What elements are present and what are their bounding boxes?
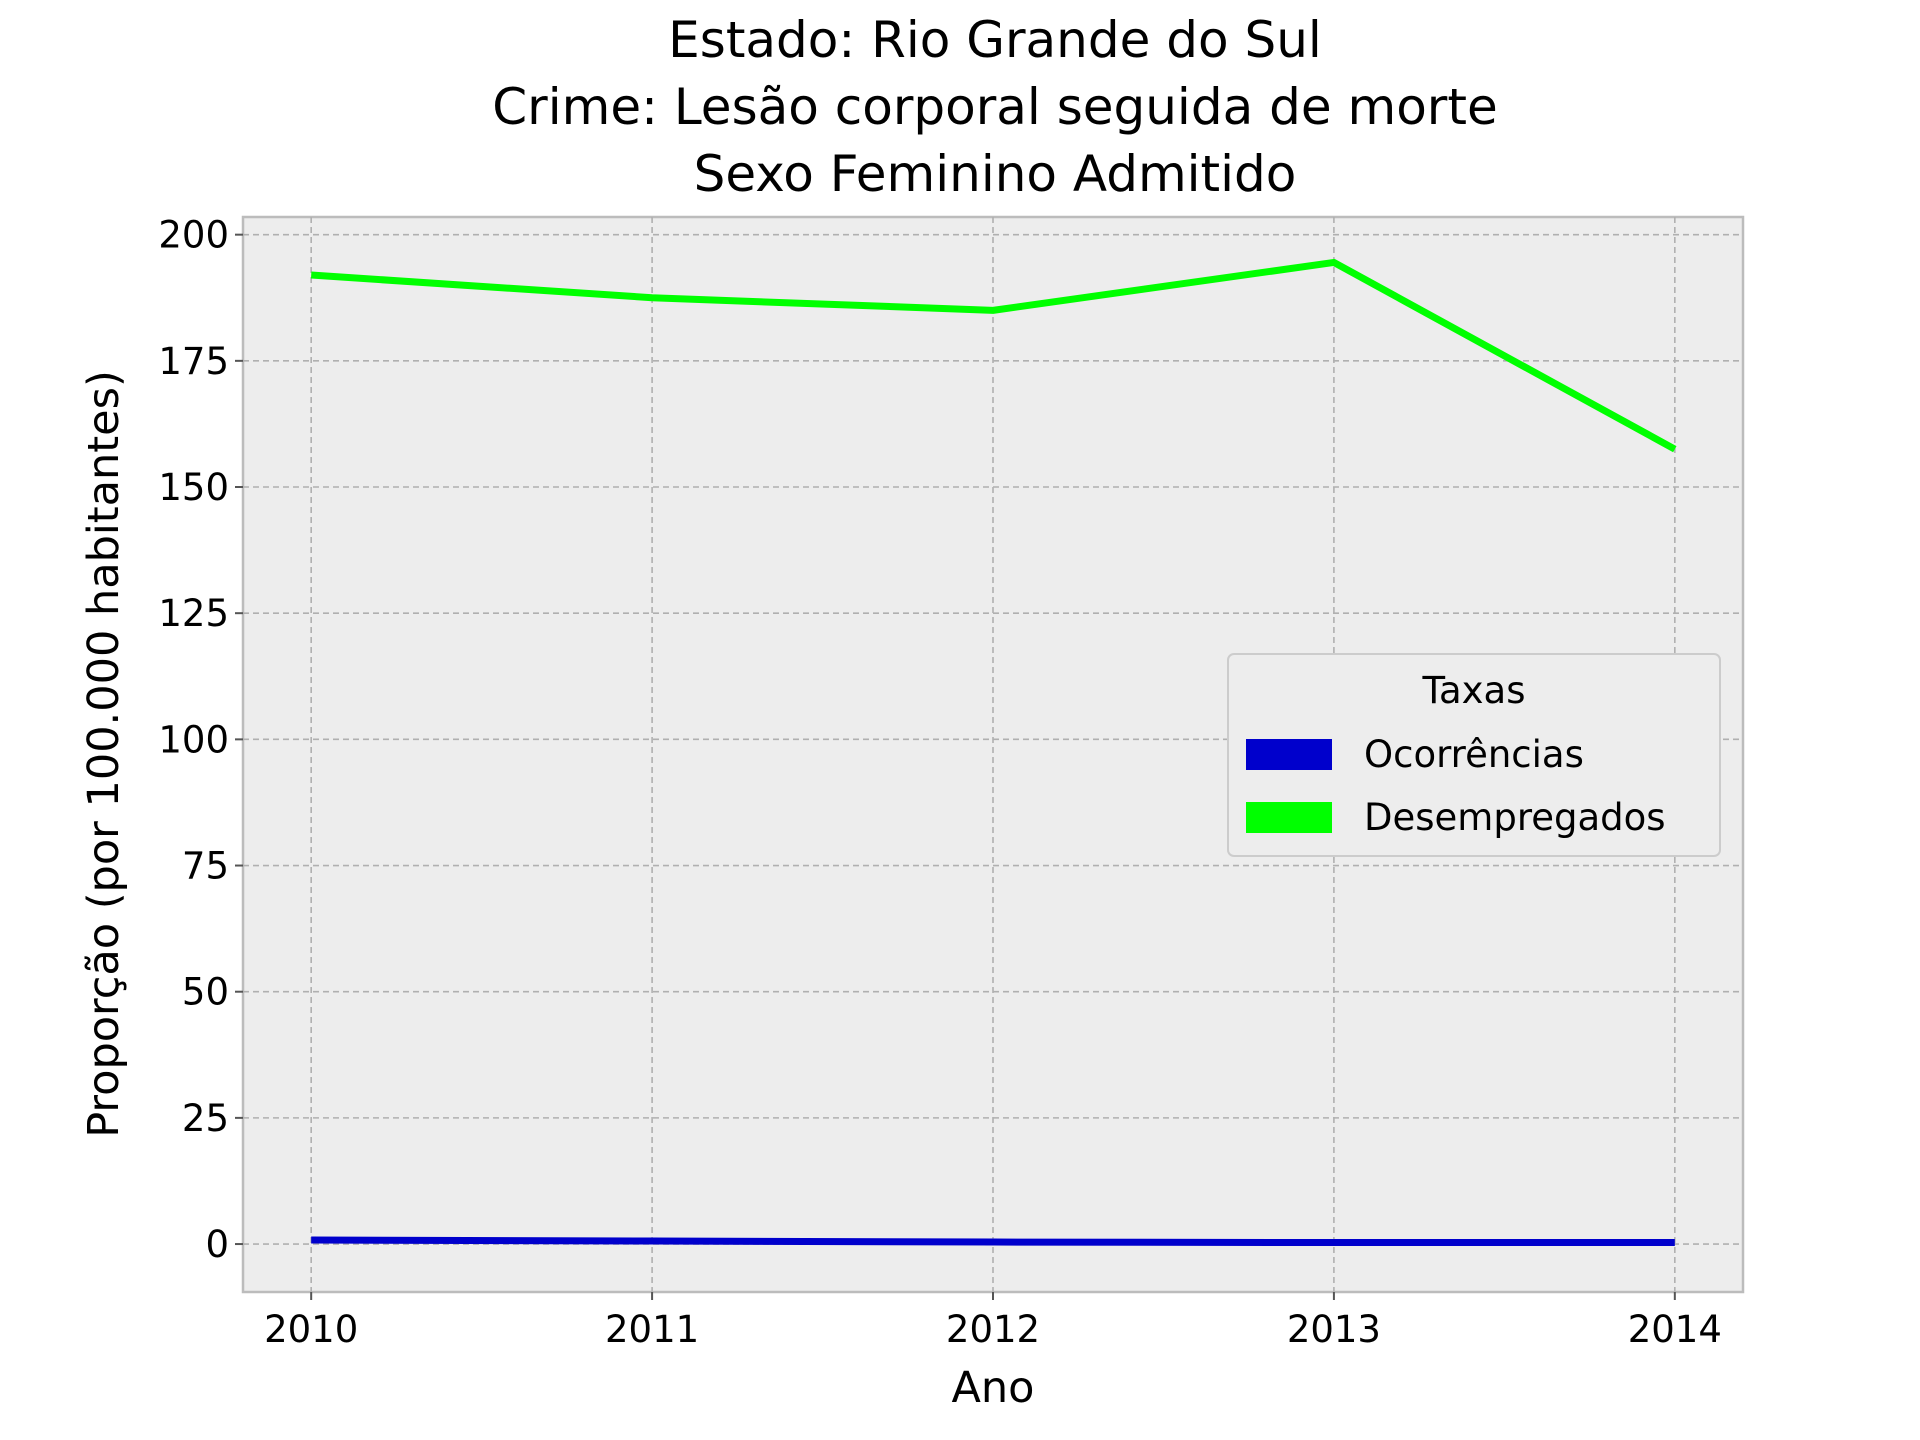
series-lines	[310, 258, 1677, 1247]
legend-label-desempregados: Desempregados	[1364, 796, 1666, 839]
y-tick-label: 25	[182, 1097, 229, 1140]
y-tick-label: 100	[158, 718, 229, 761]
title-line-3: Sexo Feminino Admitido	[694, 145, 1297, 203]
legend-swatch-ocorrencias	[1246, 739, 1332, 770]
axis-ticks: 2010 2011 2012 2013 2014 0 25 50 75 100 125 150 175 2…	[158, 214, 1722, 1351]
y-tick-label: 125	[158, 592, 229, 635]
x-tick-label: 2011	[605, 1308, 699, 1351]
x-tick-label: 2010	[264, 1308, 358, 1351]
series-line-0	[311, 1236, 1675, 1247]
y-axis-label: Proporção (por 100.000 habitantes)	[79, 370, 129, 1138]
x-tick-label: 2013	[1287, 1308, 1381, 1351]
legend-box	[1227, 653, 1721, 857]
x-tick-label: 2012	[946, 1308, 1040, 1351]
y-tick-label: 50	[182, 971, 229, 1014]
title-line-1: Estado: Rio Grande do Sul	[668, 11, 1322, 69]
series-line-1	[310, 258, 1677, 453]
chart-title: Estado: Rio Grande do Sul Crime: Lesão c…	[492, 11, 1497, 203]
legend-title: Taxas	[1422, 669, 1526, 712]
y-tick-label: 0	[205, 1223, 229, 1266]
x-axis-label: Ano	[952, 1363, 1035, 1413]
y-tick-label: 200	[158, 214, 229, 257]
y-tick-label: 175	[158, 340, 229, 383]
y-tick-label: 150	[158, 466, 229, 509]
title-line-2: Crime: Lesão corporal seguida de morte	[492, 78, 1497, 136]
legend-swatch-desempregados	[1246, 802, 1332, 833]
x-tick-label: 2014	[1628, 1308, 1722, 1351]
legend: Taxas Ocorrências Desempregados	[1227, 653, 1721, 857]
legend-label-ocorrencias: Ocorrências	[1364, 733, 1584, 776]
y-tick-label: 75	[182, 845, 229, 888]
grid	[243, 217, 1743, 1292]
